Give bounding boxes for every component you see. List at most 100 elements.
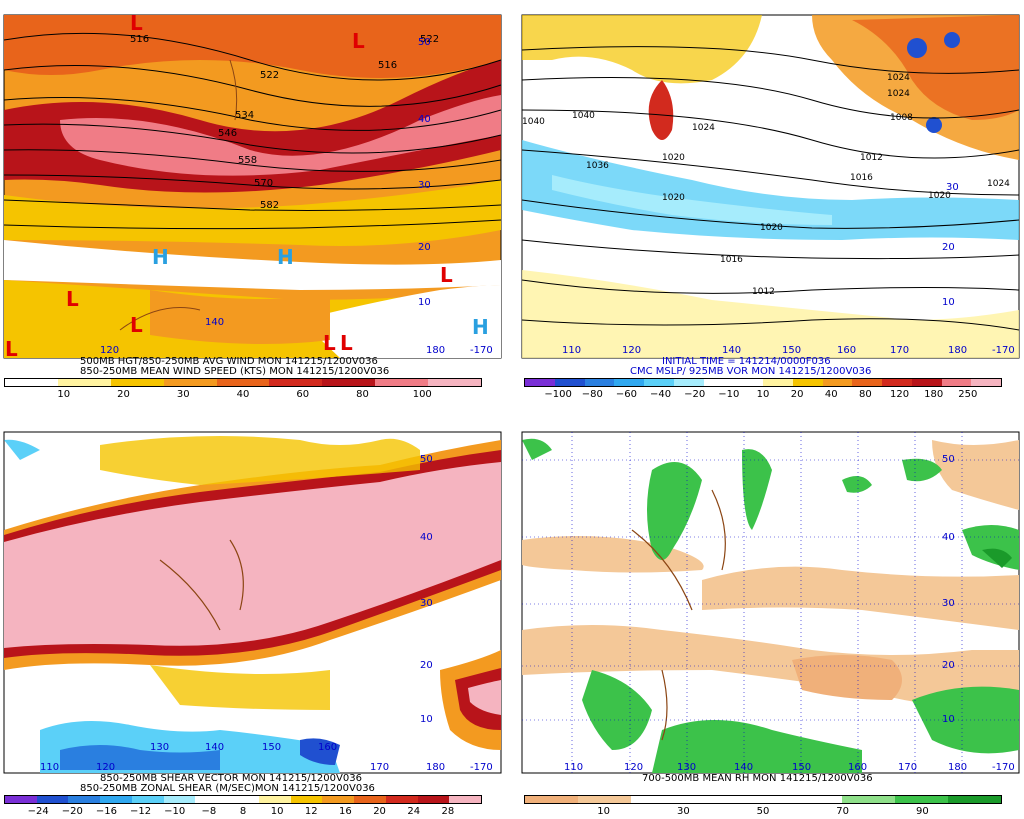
lon-label: 160 [318, 742, 337, 753]
colorbar-swatch [733, 379, 763, 386]
lon-label: 110 [564, 762, 583, 773]
contour-label: 570 [254, 178, 273, 189]
panel-mslp-vorticity: 1040 1040 1036 1024 1020 1020 1024 1024 … [512, 0, 1024, 400]
colorbar-tick-label: 12 [304, 806, 318, 817]
colorbar-swatch [195, 796, 228, 803]
colorbar-tick-label: 10 [57, 389, 71, 400]
lon-label: 140 [734, 762, 753, 773]
panel-title-line1: INITIAL TIME = 141214/0000F036 [662, 356, 831, 367]
colorbar-swatch [216, 379, 270, 386]
lat-label: 50 [942, 454, 955, 465]
colorbar-swatch [100, 796, 132, 803]
contour-label: 582 [260, 200, 279, 211]
colorbar-tick-label: 250 [958, 389, 978, 400]
lat-label: 40 [420, 532, 433, 543]
colorbar-swatch [290, 796, 323, 803]
lon-label: -170 [470, 762, 493, 773]
lon-label: -170 [992, 762, 1015, 773]
colorbar-tick-label: 180 [924, 389, 944, 400]
isobar-label: 1036 [586, 161, 609, 171]
contour-label: 516 [378, 60, 397, 71]
colorbar-tick-label: −80 [581, 389, 603, 400]
lon-label: 140 [205, 317, 224, 328]
lon-label: 170 [898, 762, 917, 773]
colorbar-swatch [822, 379, 853, 386]
colorbar-swatch [703, 379, 734, 386]
colorbar-swatch [584, 379, 615, 386]
colorbar-tick-label: 20 [790, 389, 804, 400]
panel-wind-speed: 516 522 534 546 558 570 582 516 522 50 4… [0, 0, 512, 400]
colorbar-tick-label: 10 [597, 806, 611, 817]
colorbar-tick-label: −100 [544, 389, 572, 400]
colorbar-tick-label: −20 [684, 389, 706, 400]
colorbar-swatch [882, 379, 912, 386]
colorbar [4, 378, 482, 387]
colorbar-swatch [577, 796, 631, 803]
panel-shear: 50 40 30 20 10 110 120 130 140 150 160 1… [0, 410, 512, 819]
colorbar-tick-label: 40 [824, 389, 838, 400]
isobar-label: 1024 [887, 73, 910, 83]
colorbar-swatch [789, 796, 843, 803]
colorbar-swatch [683, 796, 737, 803]
colorbar [4, 795, 482, 804]
lat-label: 20 [942, 660, 955, 671]
isobar-label: 1024 [692, 123, 715, 133]
lon-label: 130 [677, 762, 696, 773]
contour-label: 516 [130, 34, 149, 45]
lon-label: 140 [205, 742, 224, 753]
colorbar-tick-label: 90 [915, 806, 929, 817]
high-pressure-marker: H [277, 245, 294, 269]
panel-relative-humidity: 50 40 30 20 10 110 120 130 140 150 160 1… [512, 410, 1024, 819]
colorbar-tick-label: 60 [296, 389, 310, 400]
colorbar-tick-label: 40 [236, 389, 250, 400]
colorbar-tick-label: 8 [239, 806, 247, 817]
colorbar-swatch [163, 379, 217, 386]
colorbar-swatch [971, 379, 1001, 386]
lat-label: 10 [942, 714, 955, 725]
colorbar-swatch [227, 796, 259, 803]
colorbar-swatch [5, 796, 37, 803]
low-pressure-marker: L [130, 313, 143, 337]
colorbar-swatch [428, 379, 482, 386]
lat-label: 30 [418, 180, 431, 191]
colorbar-tick-label: −16 [95, 806, 117, 817]
lat-label: 30 [946, 182, 959, 193]
contour-label: 534 [235, 110, 254, 121]
colorbar-swatch [525, 796, 578, 803]
lon-label: 160 [848, 762, 867, 773]
colorbar-tick-label: 100 [412, 389, 432, 400]
lon-label: 120 [622, 345, 641, 356]
panel-title-line1: 500MB HGT/850-250MB AVG WIND MON 141215/… [80, 356, 378, 367]
colorbar-swatch [614, 379, 644, 386]
colorbar-tick-label: 120 [890, 389, 910, 400]
low-pressure-marker: L [130, 11, 143, 35]
lat-label: 20 [942, 242, 955, 253]
colorbar-swatch [269, 379, 323, 386]
lon-label: 120 [100, 345, 119, 356]
lat-label: 10 [418, 297, 431, 308]
isobar-label: 1024 [987, 179, 1010, 189]
colorbar-swatch [322, 379, 376, 386]
panel-title-line2: 850-250MB ZONAL SHEAR (M/SEC)MON 141215/… [80, 783, 375, 794]
high-pressure-marker: H [472, 315, 489, 339]
colorbar-swatch [842, 796, 896, 803]
lon-label: 110 [40, 762, 59, 773]
lon-label: 180 [426, 345, 445, 356]
colorbar-swatch [322, 796, 355, 803]
isobar-label: 1020 [662, 193, 685, 203]
lat-label: 40 [942, 532, 955, 543]
contour-label: 558 [238, 155, 257, 166]
colorbar-tick-label: −10 [718, 389, 740, 400]
lon-label: 150 [262, 742, 281, 753]
lat-label: 40 [418, 114, 431, 125]
colorbar-swatch [763, 379, 793, 386]
colorbar-tick-label: 20 [373, 806, 386, 817]
colorbar-tick-label: −12 [130, 806, 152, 817]
low-pressure-marker: L [323, 331, 336, 355]
colorbar-tick-label: −40 [650, 389, 672, 400]
lon-label: 120 [96, 762, 115, 773]
isobar-label: 1016 [720, 255, 743, 265]
contour-label: 546 [218, 128, 237, 139]
colorbar-tick-label: 80 [356, 389, 369, 400]
lon-label: 180 [948, 762, 967, 773]
